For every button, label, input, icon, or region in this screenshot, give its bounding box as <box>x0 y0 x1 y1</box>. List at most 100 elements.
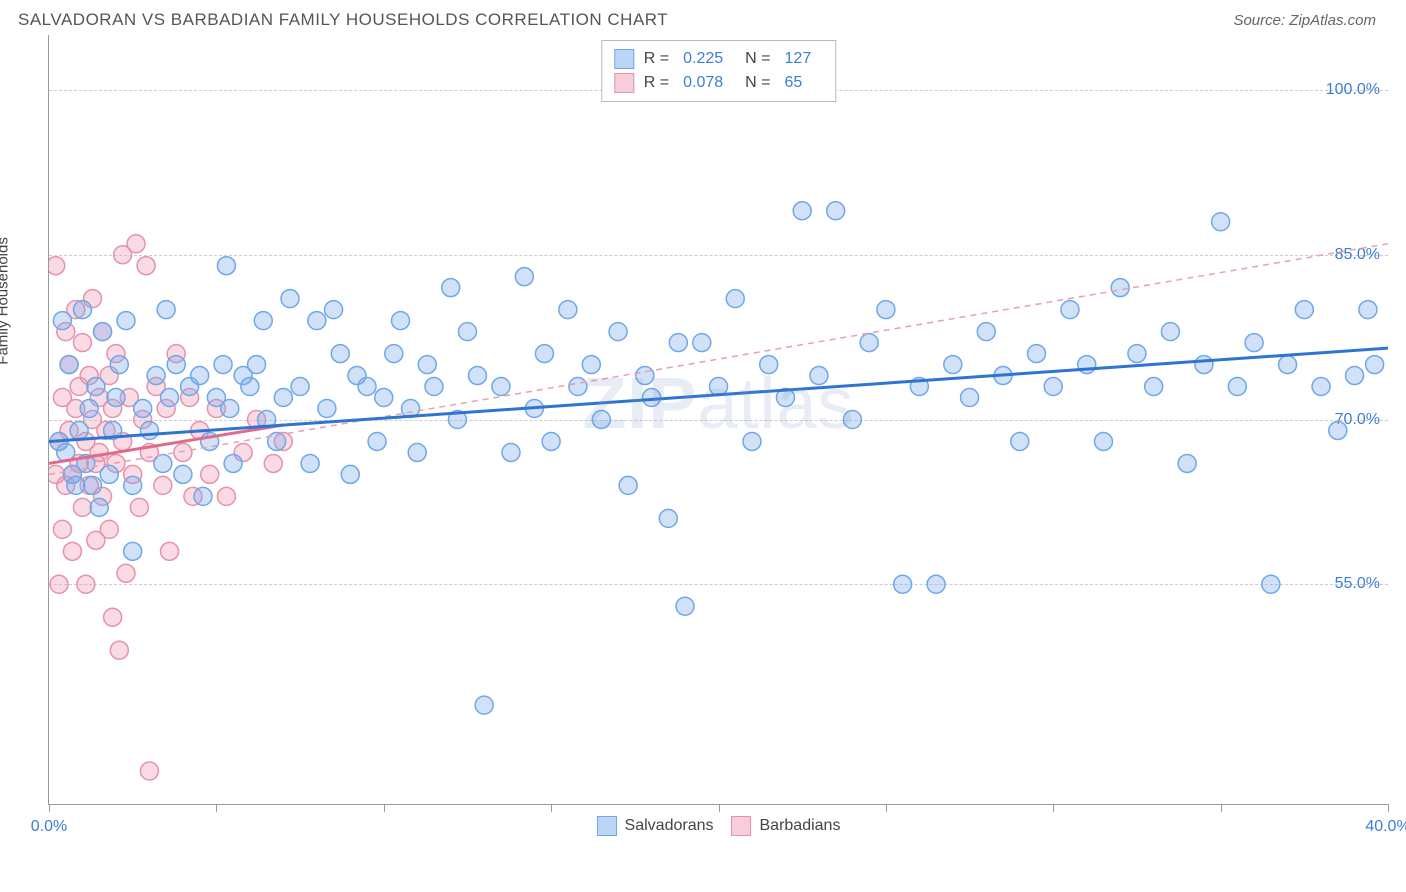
legend-stats-box: R = 0.225 N = 127 R = 0.078 N = 65 <box>601 40 836 102</box>
data-point <box>268 432 286 450</box>
data-point <box>110 356 128 374</box>
data-point <box>134 400 152 418</box>
data-point <box>860 334 878 352</box>
data-point <box>49 257 65 275</box>
chart-source: Source: ZipAtlas.com <box>1233 12 1376 29</box>
data-point <box>569 378 587 396</box>
data-point <box>1028 345 1046 363</box>
x-tick <box>551 804 552 812</box>
data-point <box>515 268 533 286</box>
data-point <box>63 542 81 560</box>
data-point <box>60 356 78 374</box>
stat-n-label-1: N = <box>745 50 770 68</box>
data-point <box>1195 356 1213 374</box>
data-point <box>977 323 995 341</box>
data-point <box>391 312 409 330</box>
data-point <box>154 454 172 472</box>
data-point <box>50 575 68 593</box>
data-point <box>442 279 460 297</box>
scatter-svg <box>49 35 1388 804</box>
data-point <box>458 323 476 341</box>
data-point <box>1145 378 1163 396</box>
data-point <box>73 334 91 352</box>
data-point <box>77 575 95 593</box>
data-point <box>810 367 828 385</box>
data-point <box>53 312 71 330</box>
legend-item-2: Barbadians <box>732 816 841 836</box>
data-point <box>84 476 102 494</box>
data-point <box>154 476 172 494</box>
data-point <box>161 542 179 560</box>
data-point <box>107 389 125 407</box>
data-point <box>130 498 148 516</box>
data-point <box>194 487 212 505</box>
data-point <box>308 312 326 330</box>
data-point <box>147 367 165 385</box>
data-point <box>877 301 895 319</box>
data-point <box>408 443 426 461</box>
x-tick-label: 0.0% <box>31 818 67 836</box>
data-point <box>1295 301 1313 319</box>
data-point <box>582 356 600 374</box>
chart-plot-area: ZIPatlas R = 0.225 N = 127 R = 0.078 N =… <box>48 35 1388 805</box>
data-point <box>1044 378 1062 396</box>
data-point <box>70 421 88 439</box>
data-point <box>559 301 577 319</box>
data-point <box>174 465 192 483</box>
data-point <box>760 356 778 374</box>
data-point <box>140 762 158 780</box>
legend-stats-row-1: R = 0.225 N = 127 <box>614 47 823 71</box>
data-point <box>124 476 142 494</box>
data-point <box>636 367 654 385</box>
data-point <box>124 542 142 560</box>
data-point <box>1212 213 1230 231</box>
data-point <box>94 323 112 341</box>
stat-n-value-2: 65 <box>785 74 803 92</box>
data-point <box>73 498 91 516</box>
data-point <box>669 334 687 352</box>
data-point <box>274 389 292 407</box>
data-point <box>609 323 627 341</box>
data-point <box>73 301 91 319</box>
data-point <box>201 465 219 483</box>
data-point <box>1178 454 1196 472</box>
data-point <box>140 421 158 439</box>
data-point <box>468 367 486 385</box>
data-point <box>191 367 209 385</box>
data-point <box>1366 356 1384 374</box>
data-point <box>325 301 343 319</box>
legend-label-1: Salvadorans <box>625 817 714 835</box>
data-point <box>827 202 845 220</box>
data-point <box>502 443 520 461</box>
data-point <box>161 389 179 407</box>
data-point <box>331 345 349 363</box>
legend-label-2: Barbadians <box>760 817 841 835</box>
data-point <box>1061 301 1079 319</box>
stat-r-label-1: R = <box>644 50 669 68</box>
data-point <box>217 487 235 505</box>
stat-r-label-2: R = <box>644 74 669 92</box>
data-point <box>1262 575 1280 593</box>
data-point <box>592 411 610 429</box>
stat-r-value-1: 0.225 <box>683 50 723 68</box>
data-point <box>1245 334 1263 352</box>
data-point <box>1359 301 1377 319</box>
chart-title: SALVADORAN VS BARBADIAN FAMILY HOUSEHOLD… <box>18 10 668 30</box>
swatch-series-2 <box>614 73 634 93</box>
x-tick <box>216 804 217 812</box>
x-tick <box>719 804 720 812</box>
data-point <box>264 454 282 472</box>
data-point <box>358 378 376 396</box>
data-point <box>535 345 553 363</box>
data-point <box>248 356 266 374</box>
data-point <box>743 432 761 450</box>
legend-series-box: Salvadorans Barbadians <box>597 816 841 836</box>
x-tick <box>1388 804 1389 812</box>
data-point <box>104 608 122 626</box>
data-point <box>1279 356 1297 374</box>
swatch-bottom-2 <box>732 816 752 836</box>
data-point <box>318 400 336 418</box>
x-tick-label: 40.0% <box>1365 818 1406 836</box>
data-point <box>301 454 319 472</box>
data-point <box>542 432 560 450</box>
